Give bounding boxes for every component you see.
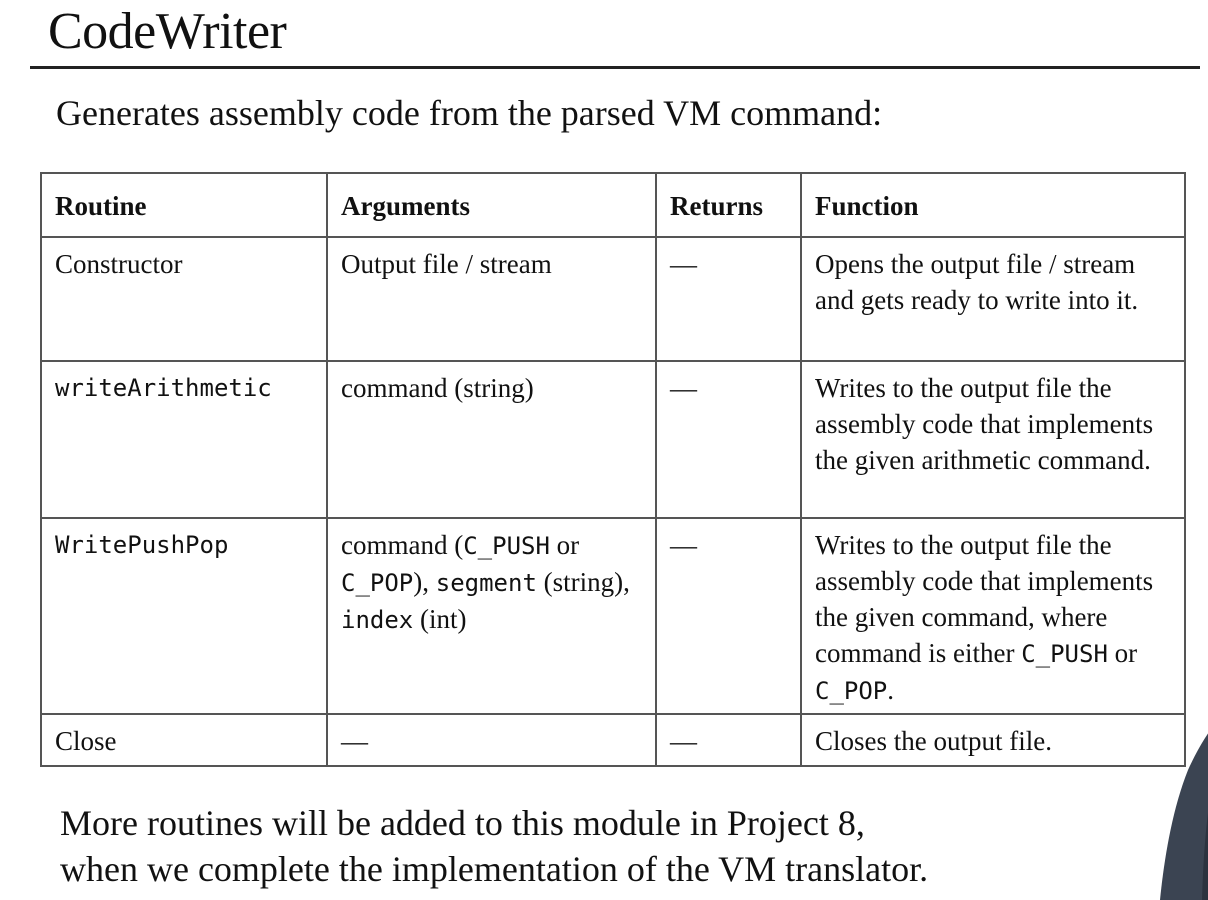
returns-cell: — bbox=[655, 517, 802, 715]
header-returns: Returns bbox=[655, 172, 802, 238]
routines-table: Routine Arguments Returns Function Const… bbox=[40, 172, 1186, 767]
returns-cell: — bbox=[655, 236, 802, 362]
function-code-c-pop: C_POP bbox=[815, 677, 888, 705]
slide-title: CodeWriter bbox=[48, 3, 287, 60]
footer-note: More routines will be added to this modu… bbox=[60, 800, 928, 892]
function-cell: Writes to the output file the assembly c… bbox=[800, 360, 1186, 519]
table-row: WritePushPop command (C_PUSH or C_POP), … bbox=[40, 517, 1186, 715]
footer-line: when we complete the implementation of t… bbox=[60, 849, 929, 889]
routine-cell: Constructor bbox=[40, 236, 328, 362]
returns-cell: — bbox=[655, 713, 802, 767]
slide-subtitle: Generates assembly code from the parsed … bbox=[56, 93, 883, 133]
header-routine: Routine bbox=[40, 172, 328, 238]
args-code-index: index bbox=[341, 606, 414, 634]
footer-line: More routines will be added to this modu… bbox=[60, 803, 865, 843]
arguments-cell: — bbox=[326, 713, 657, 767]
title-divider bbox=[30, 66, 1200, 69]
args-code-c-pop: C_POP bbox=[341, 569, 414, 597]
args-text: (string), bbox=[536, 567, 630, 597]
args-text: (int) bbox=[413, 604, 467, 634]
args-code-segment: segment bbox=[435, 569, 537, 597]
table-row: Close — — Closes the output file. bbox=[40, 713, 1186, 767]
arguments-cell: command (string) bbox=[326, 360, 657, 519]
function-text: Writes to the output file the assembly c… bbox=[815, 530, 1154, 668]
routine-cell: writeArithmetic bbox=[40, 360, 328, 519]
returns-cell: — bbox=[655, 360, 802, 519]
function-text: . bbox=[887, 675, 894, 705]
routine-cell: Close bbox=[40, 713, 328, 767]
function-code-c-push: C_PUSH bbox=[1021, 640, 1108, 668]
function-cell: Opens the output file / stream and gets … bbox=[800, 236, 1186, 362]
presenter-photo-fragment bbox=[1160, 733, 1208, 900]
routine-cell: WritePushPop bbox=[40, 517, 328, 715]
function-cell: Closes the output file. bbox=[800, 713, 1186, 767]
arguments-cell: Output file / stream bbox=[326, 236, 657, 362]
table-row: Constructor Output file / stream — Opens… bbox=[40, 236, 1186, 362]
args-text: command ( bbox=[341, 530, 464, 560]
args-text: or bbox=[549, 530, 580, 560]
table-header-row: Routine Arguments Returns Function bbox=[40, 172, 1186, 238]
args-text: ), bbox=[413, 567, 436, 597]
arguments-cell: command (C_PUSH or C_POP), segment (stri… bbox=[326, 517, 657, 715]
function-cell: Writes to the output file the assembly c… bbox=[800, 517, 1186, 715]
function-text: or bbox=[1107, 638, 1138, 668]
table-row: writeArithmetic command (string) — Write… bbox=[40, 360, 1186, 519]
header-arguments: Arguments bbox=[326, 172, 657, 238]
header-function: Function bbox=[800, 172, 1186, 238]
args-code-c-push: C_PUSH bbox=[463, 532, 550, 560]
